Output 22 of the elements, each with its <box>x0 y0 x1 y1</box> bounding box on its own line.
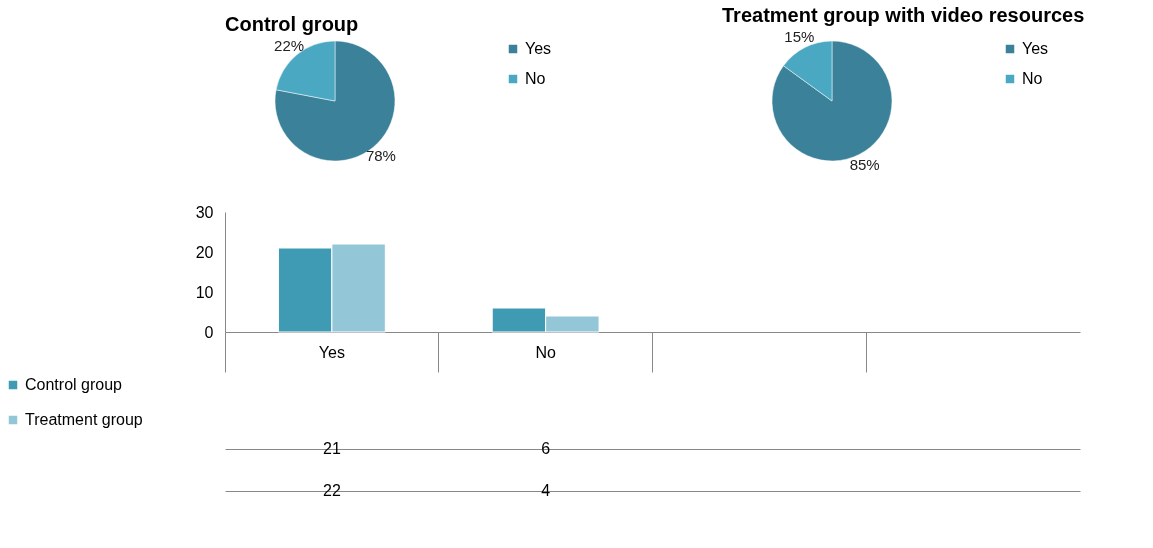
y-tick-label: 20 <box>195 243 214 261</box>
data-label: 15% <box>784 27 815 45</box>
pie-slice <box>771 40 893 162</box>
data-label: 78% <box>365 147 396 165</box>
data-label: 4 <box>541 482 551 499</box>
data-label: 85% <box>849 156 880 174</box>
y-tick-label: 10 <box>195 283 214 301</box>
pie-slice <box>274 40 396 162</box>
legend-label: Treatment group <box>25 411 143 428</box>
y-tick-label: 30 <box>195 203 214 221</box>
data-label: 21 <box>322 440 341 457</box>
chart-title: Treatment group with video resources <box>722 3 1085 26</box>
data-label: 22 <box>322 482 341 499</box>
chart-title: Control group <box>225 12 359 35</box>
legend-label: No <box>525 70 546 87</box>
data-label: 6 <box>541 440 551 457</box>
legend-label: Yes <box>525 40 552 57</box>
legend-label: Control group <box>25 376 123 393</box>
data-label: 22% <box>274 36 305 54</box>
y-tick-label: 0 <box>204 323 214 341</box>
legend-label: Yes <box>1022 40 1049 57</box>
legend-label: No <box>1022 70 1043 87</box>
